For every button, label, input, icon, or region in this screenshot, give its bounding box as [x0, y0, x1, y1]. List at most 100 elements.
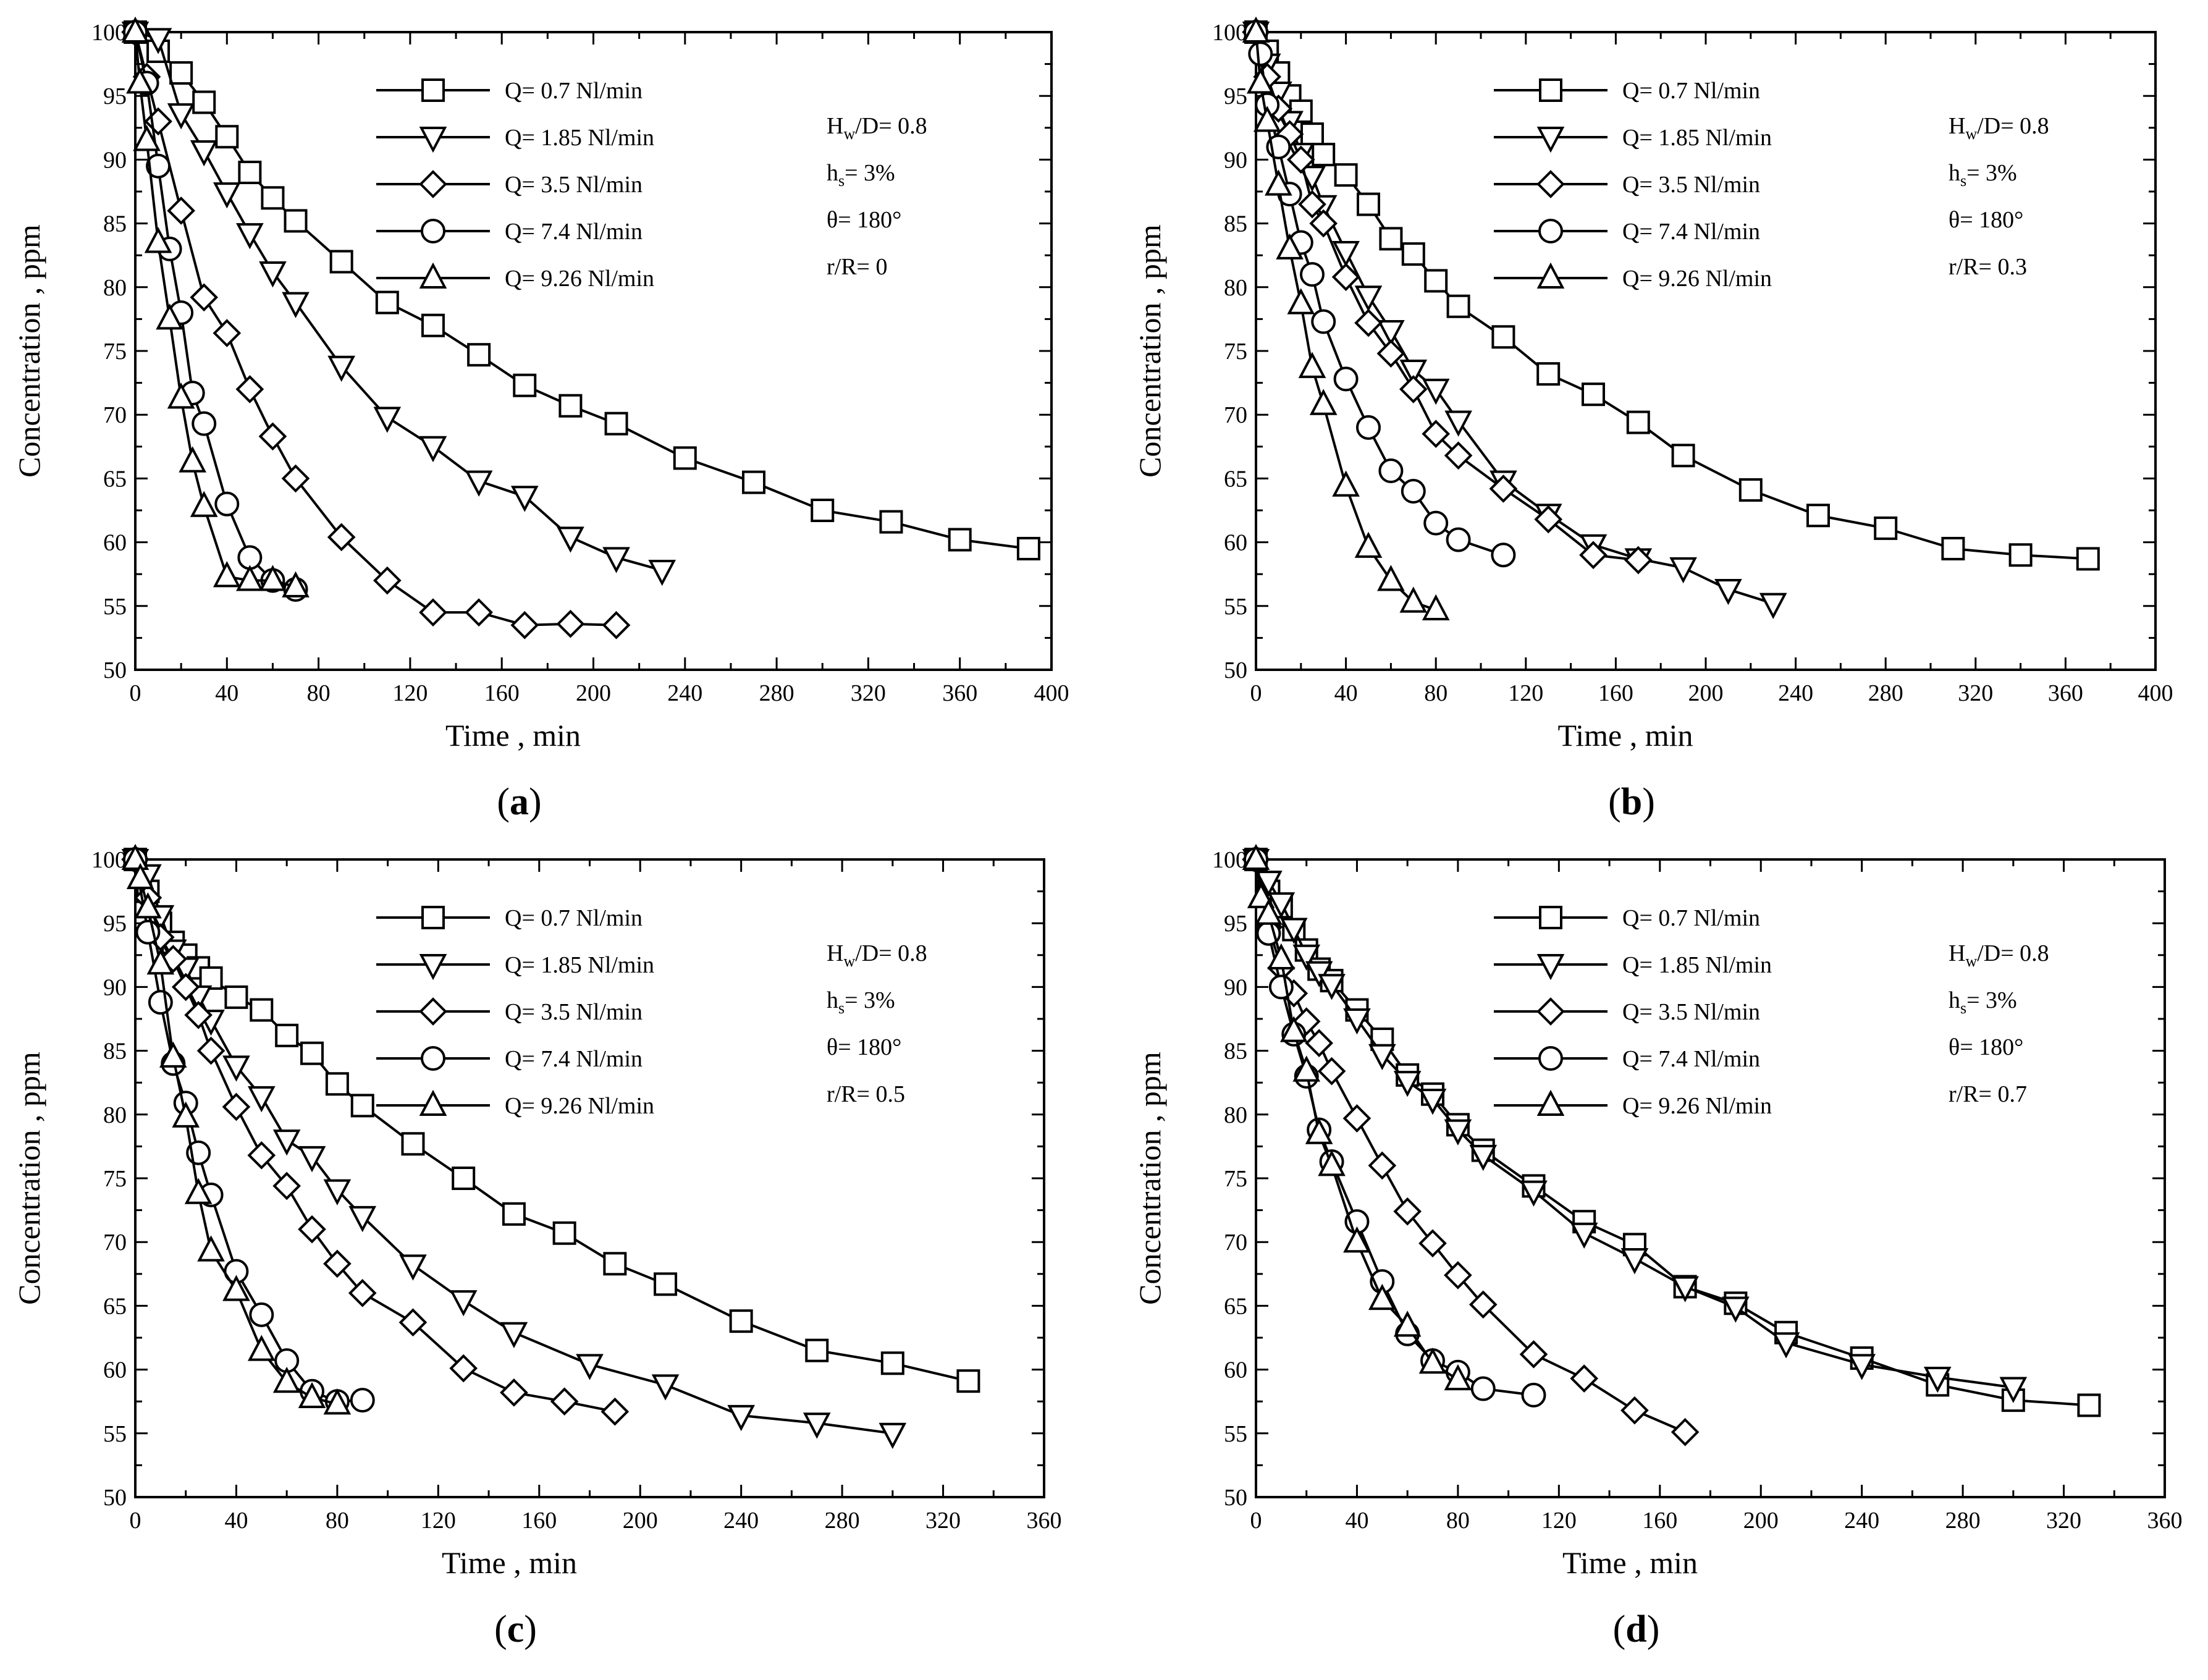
- param-hw-value: /D= 0.8: [1977, 940, 2049, 966]
- legend-marker-triangle-down: [419, 127, 447, 153]
- param-radius-ratio: r/R= 0.3: [1949, 254, 2027, 280]
- data-point-triangle-up: [1332, 470, 1360, 497]
- x-axis-label: Time , min: [445, 718, 581, 753]
- param-theta: θ= 180°: [1949, 207, 2023, 233]
- legend-entry: Q= 0.7 Nl/min: [376, 905, 643, 931]
- x-tick-label: 40: [1334, 680, 1358, 706]
- y-axis-label: Concentration , ppm: [1132, 224, 1167, 478]
- y-tick-label: 60: [103, 1357, 127, 1383]
- series-square: [124, 20, 1040, 560]
- legend-label: Q= 1.85 Nl/min: [1622, 125, 1772, 151]
- x-tick-label: 160: [484, 680, 520, 706]
- x-axis-label: Time , min: [1562, 1545, 1698, 1580]
- data-point-triangle-down: [576, 1354, 604, 1380]
- param-hw-subscript: w: [1965, 125, 1977, 143]
- legend-entry: Q= 9.26 Nl/min: [1494, 1089, 1772, 1119]
- x-axis-label: Time , min: [1557, 718, 1693, 753]
- legend-marker-circle: [1538, 219, 1563, 243]
- series-line: [134, 32, 617, 627]
- data-point-diamond: [1444, 1261, 1472, 1290]
- legend-marker-triangle-down: [419, 954, 447, 981]
- param-hs-value: = 3%: [845, 987, 895, 1013]
- data-point-triangle-down: [1714, 578, 1742, 606]
- data-point-square: [421, 313, 445, 337]
- data-point-square: [1379, 227, 1403, 251]
- legend-marker-square: [421, 78, 445, 102]
- legend-marker-diamond: [1536, 997, 1565, 1026]
- panel-label-letter: c: [507, 1608, 525, 1650]
- x-tick-label: 160: [1642, 1508, 1677, 1534]
- legend-label: Q= 7.4 Nl/min: [1622, 1046, 1760, 1072]
- y-tick-label: 55: [103, 1421, 127, 1447]
- x-tick-label: 360: [2048, 680, 2083, 706]
- legend-entry: Q= 0.7 Nl/min: [376, 78, 643, 104]
- data-point-square: [558, 394, 583, 418]
- data-point-triangle-down: [1570, 1222, 1598, 1249]
- param-hs: hs= 3%: [827, 160, 895, 190]
- data-point-square: [215, 125, 239, 149]
- legend-label: Q= 7.4 Nl/min: [1622, 219, 1760, 245]
- data-point-square: [169, 61, 193, 85]
- legend-marker-diamond: [1536, 170, 1565, 198]
- x-tick-label: 400: [1034, 680, 1069, 706]
- data-point-circle: [146, 153, 171, 179]
- chart-panel-c: 0 40 80 120 160 200 240 280 320 360 50 55 60 65 70 75 80…: [12, 843, 1062, 1650]
- data-point-triangle-down: [557, 526, 584, 553]
- data-point-diamond: [327, 523, 356, 552]
- data-point-triangle-down: [1255, 871, 1283, 897]
- data-point-square: [1626, 410, 1650, 434]
- series-triangle-up: [1242, 843, 1472, 1391]
- data-point-square: [805, 1338, 829, 1362]
- data-point-square: [300, 1041, 324, 1065]
- x-tick-label: 160: [521, 1508, 557, 1534]
- x-tick-label: 280: [1868, 680, 1903, 706]
- data-point-circle: [1423, 510, 1449, 536]
- x-tick-label: 320: [851, 680, 886, 706]
- param-radius-ratio: r/R= 0.5: [827, 1081, 905, 1107]
- y-tick-label: 55: [103, 594, 127, 620]
- legend-marker-circle: [421, 1046, 445, 1071]
- data-point-triangle-down: [373, 407, 402, 433]
- legend-marker-triangle-down: [1536, 954, 1565, 981]
- y-tick-label: 100: [1212, 847, 1247, 873]
- data-point-triangle-up: [190, 491, 218, 517]
- data-point-triangle-down: [1722, 1296, 1750, 1323]
- data-point-triangle-up: [1393, 1311, 1422, 1337]
- x-tick-label: 40: [215, 680, 238, 706]
- data-point-square: [2076, 547, 2100, 571]
- data-point-circle: [249, 1302, 274, 1327]
- data-point-diamond: [1309, 209, 1338, 238]
- data-point-triangle-up: [1343, 1226, 1371, 1253]
- data-point-square: [325, 1072, 349, 1096]
- legend-marker-circle: [421, 219, 445, 243]
- panel-label: (b): [1608, 781, 1655, 823]
- data-point-triangle-down: [1292, 944, 1321, 971]
- data-point-diamond: [222, 1092, 251, 1121]
- data-point-circle: [214, 491, 240, 517]
- data-point-square: [948, 528, 972, 552]
- data-point-triangle-up: [1418, 1347, 1447, 1374]
- legend-entry: Q= 3.5 Nl/min: [1494, 170, 1760, 198]
- x-tick-label: 400: [2138, 680, 2173, 706]
- legend-label: Q= 0.7 Nl/min: [505, 905, 643, 931]
- data-point-triangle-down: [465, 470, 493, 497]
- data-point-square: [1401, 242, 1425, 266]
- data-point-diamond: [398, 1308, 428, 1337]
- x-tick-label: 240: [723, 1508, 759, 1534]
- data-point-diamond: [1342, 1104, 1372, 1133]
- data-point-triangle-down: [1999, 1377, 2028, 1403]
- param-hw-value: /D= 0.8: [855, 940, 927, 966]
- legend-label: Q= 9.26 Nl/min: [505, 266, 654, 292]
- data-point-triangle-down: [282, 292, 310, 318]
- x-tick-label: 280: [1945, 1508, 1981, 1534]
- x-tick-label: 200: [576, 680, 611, 706]
- data-point-triangle-up: [298, 1382, 326, 1409]
- legend-label: Q= 0.7 Nl/min: [1622, 905, 1760, 931]
- param-hw-value: /D= 0.8: [1977, 113, 2049, 139]
- data-point-diamond: [1671, 1417, 1700, 1446]
- data-point-diamond: [323, 1249, 352, 1278]
- y-tick-label: 70: [1224, 402, 1247, 428]
- data-point-diamond: [465, 598, 493, 627]
- data-point-square: [261, 186, 285, 210]
- param-hs: hs= 3%: [827, 987, 895, 1017]
